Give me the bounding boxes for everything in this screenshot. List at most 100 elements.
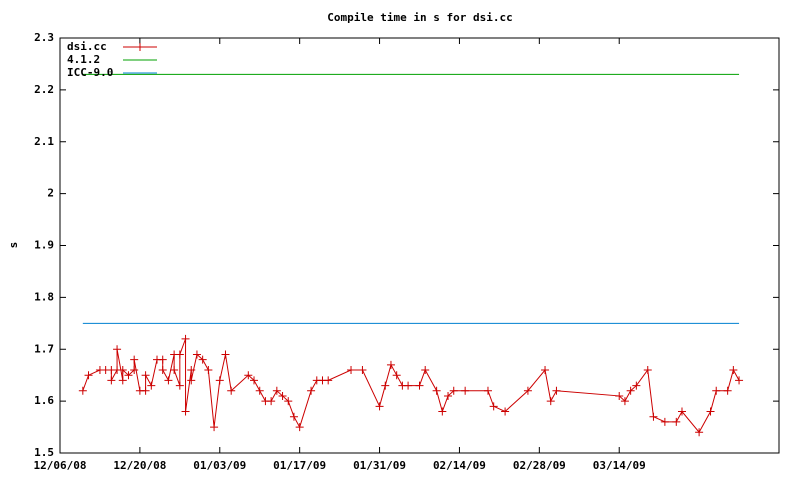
marker <box>158 366 167 374</box>
y-tick-label: 2 <box>47 187 54 200</box>
marker <box>141 386 150 395</box>
marker <box>632 381 641 390</box>
marker <box>175 350 184 359</box>
marker <box>483 386 492 395</box>
marker <box>215 376 224 385</box>
marker <box>347 366 356 374</box>
marker <box>501 407 510 416</box>
marker <box>124 371 133 380</box>
marker <box>113 345 122 354</box>
marker <box>284 397 293 406</box>
marker <box>278 391 287 400</box>
marker <box>649 412 658 421</box>
x-tick-label: 01/03/09 <box>193 459 246 472</box>
marker <box>192 350 201 359</box>
marker <box>255 386 264 395</box>
marker <box>198 355 207 364</box>
marker <box>250 376 259 385</box>
marker <box>552 386 561 395</box>
y-tick-label: 2.1 <box>34 135 54 148</box>
marker <box>735 376 744 385</box>
marker <box>78 386 87 395</box>
marker <box>415 381 424 390</box>
plot-frame <box>59 37 780 454</box>
marker <box>729 366 738 374</box>
marker <box>461 386 470 395</box>
x-tick-label: 02/14/09 <box>433 459 486 472</box>
y-axis-label: s <box>7 242 20 249</box>
x-tick-label: 01/31/09 <box>353 459 406 472</box>
chart-title: Compile time in s for dsi.cc <box>327 11 512 24</box>
marker <box>546 397 555 406</box>
marker <box>672 417 681 426</box>
marker <box>375 402 384 411</box>
marker <box>358 366 367 374</box>
marker <box>227 386 236 395</box>
marker <box>175 381 184 390</box>
marker <box>118 376 127 385</box>
marker <box>158 355 167 364</box>
marker <box>444 391 453 400</box>
marker <box>643 366 652 374</box>
marker <box>130 355 139 364</box>
y-tick-label: 2.2 <box>34 83 54 96</box>
marker <box>141 371 150 380</box>
marker <box>626 386 635 395</box>
marker <box>107 376 116 385</box>
marker <box>404 381 413 390</box>
marker <box>615 391 624 400</box>
marker <box>386 360 395 369</box>
marker <box>221 350 230 359</box>
y-tick-label: 1.5 <box>34 446 54 459</box>
marker <box>267 397 276 406</box>
marker <box>130 366 139 374</box>
marker <box>295 423 304 432</box>
y-tick-label: 1.8 <box>34 290 54 303</box>
y-tick-label: 1.9 <box>34 239 54 252</box>
y-tick-label: 2.3 <box>34 31 54 44</box>
marker <box>695 428 704 437</box>
marker <box>187 366 196 374</box>
marker <box>381 381 390 390</box>
marker <box>244 371 253 380</box>
marker <box>660 417 669 426</box>
marker <box>489 402 498 411</box>
marker <box>210 423 219 432</box>
marker <box>170 366 179 374</box>
marker <box>432 386 441 395</box>
marker <box>523 386 532 395</box>
x-tick-label: 02/28/09 <box>513 459 566 472</box>
marker <box>181 334 190 343</box>
marker <box>289 412 298 421</box>
marker <box>187 376 196 385</box>
marker <box>723 386 732 395</box>
legend-label: 4.1.2 <box>67 53 100 66</box>
legend-label: ICC-9.0 <box>67 66 113 79</box>
x-tick-label: 01/17/09 <box>273 459 326 472</box>
y-tick-label: 1.7 <box>34 342 54 355</box>
marker <box>181 407 190 416</box>
x-tick-label: 03/14/09 <box>593 459 646 472</box>
marker <box>84 371 93 380</box>
marker <box>712 386 721 395</box>
marker <box>307 386 316 395</box>
marker <box>677 407 686 416</box>
x-tick-label: 12/06/08 <box>34 459 87 472</box>
marker <box>118 366 127 374</box>
y-tick-label: 1.6 <box>34 394 54 407</box>
x-tick-label: 12/20/08 <box>113 459 166 472</box>
marker <box>324 376 333 385</box>
marker <box>438 407 447 416</box>
marker <box>147 381 156 390</box>
marker <box>164 376 173 385</box>
legend-marker <box>136 43 144 51</box>
marker <box>421 366 430 374</box>
marker <box>204 366 213 374</box>
marker <box>272 386 281 395</box>
marker <box>541 366 550 374</box>
marker <box>620 397 629 406</box>
marker <box>392 371 401 380</box>
legend-label: dsi.cc <box>67 40 107 53</box>
marker <box>449 386 458 395</box>
